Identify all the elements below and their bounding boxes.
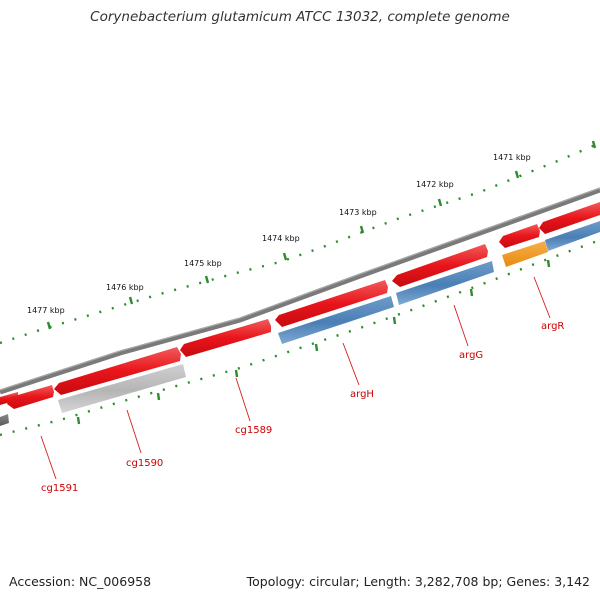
label-leader-lines [40, 276, 551, 480]
topology-summary: Topology: circular; Length: 3,282,708 bp… [246, 574, 590, 589]
gene-arrow[interactable] [499, 224, 540, 248]
gene-arrow[interactable] [0, 414, 9, 426]
gene-arrow-cg1590[interactable] [58, 364, 186, 413]
inner-major-ticks [76, 259, 551, 425]
gene-labels: argR argG argH cg1589 cg1590 cg1591 [41, 321, 564, 494]
scale-label-1471: 1471 kbp [493, 153, 531, 162]
gene-arrow-argR[interactable] [502, 241, 548, 267]
scale-label-1477: 1477 kbp [27, 306, 65, 315]
gene-arrow[interactable] [545, 221, 600, 251]
scale-label-1474: 1474 kbp [262, 234, 300, 243]
gene-arrow-argH[interactable] [278, 296, 394, 344]
outer-scale-ticks [0, 141, 600, 345]
outer-major-ticks [46, 140, 597, 330]
gene-label-argG: argG [459, 350, 483, 361]
gene-arrow[interactable] [539, 202, 600, 234]
scale-label-1472: 1472 kbp [416, 180, 454, 189]
gene-arrow[interactable] [0, 392, 18, 405]
gene-label-argH: argH [350, 389, 374, 400]
gene-label-argR: argR [541, 321, 564, 332]
reverse-strand-genes [0, 221, 600, 426]
gene-arrow[interactable] [275, 280, 388, 327]
gene-arrow[interactable] [180, 319, 271, 357]
scale-label-1473: 1473 kbp [339, 208, 377, 217]
accession-text: Accession: NC_006958 [9, 574, 152, 589]
gene-arrow[interactable] [54, 347, 181, 395]
inner-scale-ticks [0, 238, 600, 437]
scale-label-1475: 1475 kbp [184, 259, 222, 268]
gene-arrow-argG[interactable] [396, 261, 494, 305]
scale-label-1476: 1476 kbp [106, 283, 144, 292]
map-title: Corynebacterium glutamicum ATCC 13032, c… [90, 9, 510, 25]
gene-arrow[interactable] [7, 385, 54, 409]
scale-labels: 1471 kbp 1472 kbp 1473 kbp 1474 kbp 1475… [27, 153, 531, 315]
gene-label-cg1591: cg1591 [41, 483, 78, 494]
forward-strand-genes [0, 202, 600, 409]
gene-label-cg1589: cg1589 [235, 425, 272, 436]
gene-label-cg1590: cg1590 [126, 458, 163, 469]
gene-arrow[interactable] [392, 244, 488, 287]
genome-backbone [0, 187, 600, 395]
